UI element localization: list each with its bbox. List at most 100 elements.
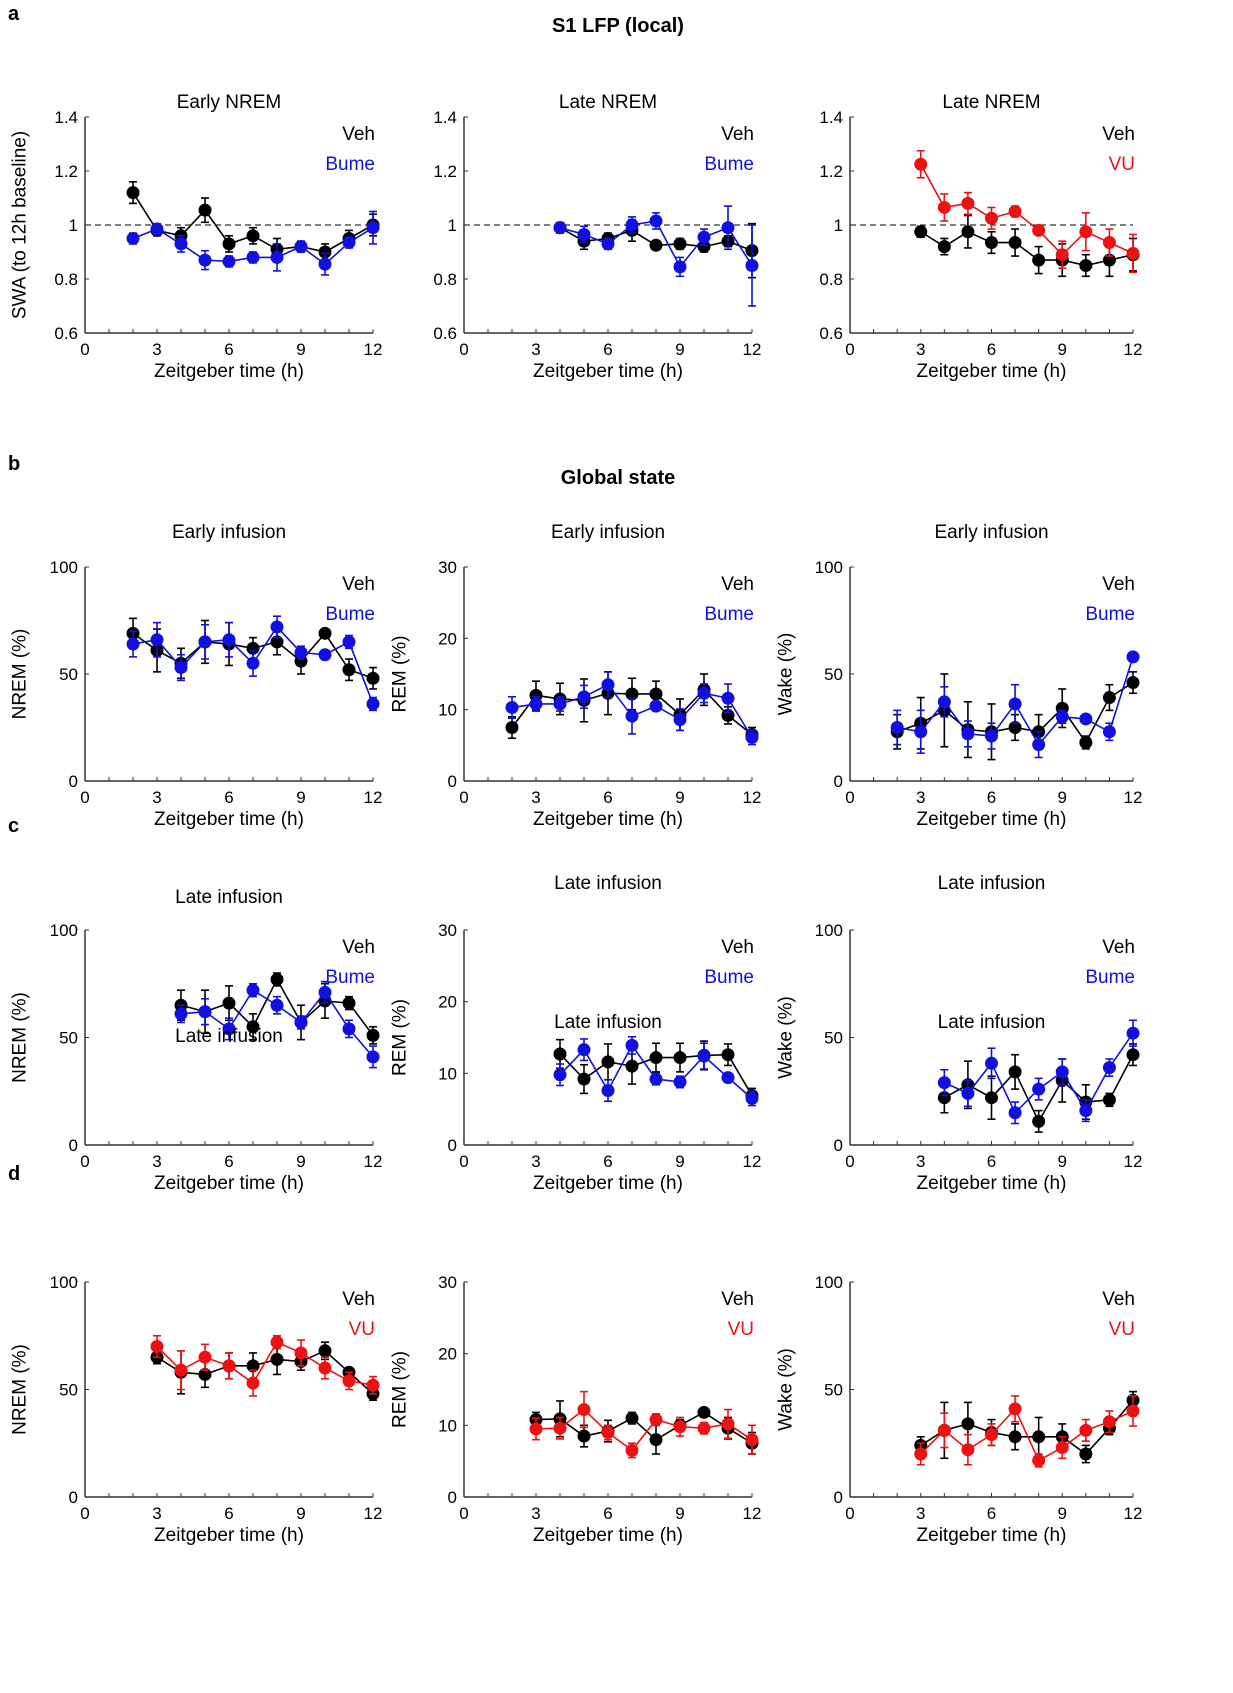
data-point-veh — [697, 240, 711, 254]
data-point-bume — [673, 713, 687, 727]
panel-letter-b: b — [8, 453, 20, 475]
data-point-veh — [270, 972, 284, 986]
y-tick-label: 20 — [438, 629, 457, 648]
x-tick-label: 6 — [987, 1504, 996, 1523]
data-point-bume — [1102, 1061, 1116, 1075]
chart-panel-b-1: Early infusion NREM (%) Zeitgeber time (h)… — [10, 522, 383, 830]
x-tick-label: 12 — [364, 340, 383, 359]
x-tick-label: 6 — [987, 340, 996, 359]
x-tick-label: 9 — [1058, 1504, 1067, 1523]
data-point-veh — [553, 1047, 567, 1061]
data-point-bume — [294, 240, 308, 254]
x-axis-label: Zeitgeber time (h) — [533, 809, 683, 830]
data-point-vu — [649, 1413, 663, 1427]
x-tick-label: 6 — [603, 1152, 612, 1171]
y-tick-label: 1 — [834, 216, 843, 235]
data-point-bume — [222, 254, 236, 268]
x-axis-label: Zeitgeber time (h) — [533, 361, 683, 382]
data-point-veh — [1032, 1430, 1046, 1444]
y-tick-label: 0 — [834, 772, 843, 791]
data-point-veh — [649, 1051, 663, 1065]
data-point-bume — [961, 727, 975, 741]
y-tick-label: 1.4 — [819, 108, 843, 127]
legend-label-veh: Veh — [342, 124, 375, 145]
data-point-bume — [697, 230, 711, 244]
y-tick-label: 0 — [448, 1488, 457, 1507]
data-point-veh — [625, 687, 639, 701]
series-line-veh — [920, 1399, 1134, 1456]
data-point-bume — [745, 730, 759, 744]
panel-title: Early infusion — [934, 522, 1048, 543]
chart-panel-d-1: Late infusion NREM (%) Zeitgeber time (h) 0… — [10, 1026, 383, 1546]
legend-label-bume: Bume — [704, 967, 754, 988]
data-point-veh — [318, 245, 332, 259]
data-point-bume — [318, 257, 332, 271]
x-tick-label: 0 — [845, 340, 854, 359]
data-point-bume — [150, 222, 164, 236]
x-tick-label: 3 — [916, 788, 925, 807]
x-axis-label: Zeitgeber time (h) — [917, 361, 1067, 382]
x-axis-label: Zeitgeber time (h) — [917, 809, 1067, 830]
x-tick-label: 12 — [743, 340, 762, 359]
data-point-vu — [198, 1350, 212, 1364]
data-point-bume — [342, 1022, 356, 1036]
y-tick-label: 20 — [438, 1345, 457, 1364]
data-point-vu — [150, 1340, 164, 1353]
x-tick-label: 9 — [1058, 788, 1067, 807]
data-point-veh — [246, 641, 260, 655]
section-title-s1-lfp: S1 LFP (local) — [552, 15, 684, 37]
y-tick-label: 100 — [50, 558, 78, 577]
y-axis-label: REM (%) — [390, 635, 411, 712]
data-point-bume — [246, 250, 260, 264]
y-axis-label: REM (%) — [390, 999, 411, 1076]
data-point-veh — [914, 225, 928, 239]
y-axis-label: Wake (%) — [776, 633, 797, 716]
data-point-bume — [174, 661, 188, 675]
data-point-bume — [697, 686, 711, 700]
x-tick-label: 9 — [1058, 1152, 1067, 1171]
x-tick-label: 12 — [743, 1504, 762, 1523]
data-point-veh — [270, 1352, 284, 1366]
x-tick-label: 6 — [603, 1504, 612, 1523]
data-point-bume — [553, 221, 567, 235]
panel-title: Early infusion — [551, 522, 665, 543]
series-line-vu — [535, 1408, 753, 1452]
data-point-bume — [625, 709, 639, 723]
x-tick-label: 9 — [675, 788, 684, 807]
data-point-veh — [577, 1429, 591, 1443]
y-tick-label: 0 — [69, 772, 78, 791]
data-point-bume — [270, 998, 284, 1012]
legend-label-veh: Veh — [721, 124, 754, 145]
data-point-vu — [601, 1426, 615, 1439]
data-point-veh — [222, 237, 236, 251]
x-tick-label: 9 — [675, 1152, 684, 1171]
data-point-bume — [721, 1071, 735, 1085]
legend-label-veh: Veh — [1102, 574, 1135, 595]
x-tick-label: 9 — [675, 1504, 684, 1523]
data-point-vu — [1126, 246, 1140, 260]
data-point-veh — [697, 1405, 711, 1419]
data-point-veh — [577, 1072, 591, 1086]
chart-panel-d-2: Late infusion REM (%) Zeitgeber time (h) 0 1… — [390, 1012, 762, 1546]
x-tick-label: 3 — [152, 788, 161, 807]
data-point-bume — [246, 983, 260, 997]
data-point-bume — [1079, 1104, 1093, 1118]
data-point-vu — [1079, 1423, 1093, 1437]
x-tick-label: 3 — [531, 1152, 540, 1171]
legend-label-vu: VU — [349, 1319, 375, 1340]
data-point-vu — [294, 1346, 308, 1360]
x-tick-label: 6 — [603, 340, 612, 359]
data-point-bume — [1032, 738, 1046, 752]
data-point-bume — [246, 656, 260, 670]
data-point-bume — [1055, 710, 1069, 724]
data-point-veh — [126, 186, 140, 200]
data-point-veh — [673, 237, 687, 251]
y-tick-label: 1.2 — [819, 162, 843, 181]
legend-label-veh: Veh — [721, 574, 754, 595]
x-axis-label: Zeitgeber time (h) — [917, 1525, 1067, 1546]
series-line-vu — [920, 1407, 1134, 1462]
legend-label-veh: Veh — [342, 937, 375, 958]
data-point-veh — [673, 1051, 687, 1065]
data-point-bume — [937, 1076, 951, 1090]
